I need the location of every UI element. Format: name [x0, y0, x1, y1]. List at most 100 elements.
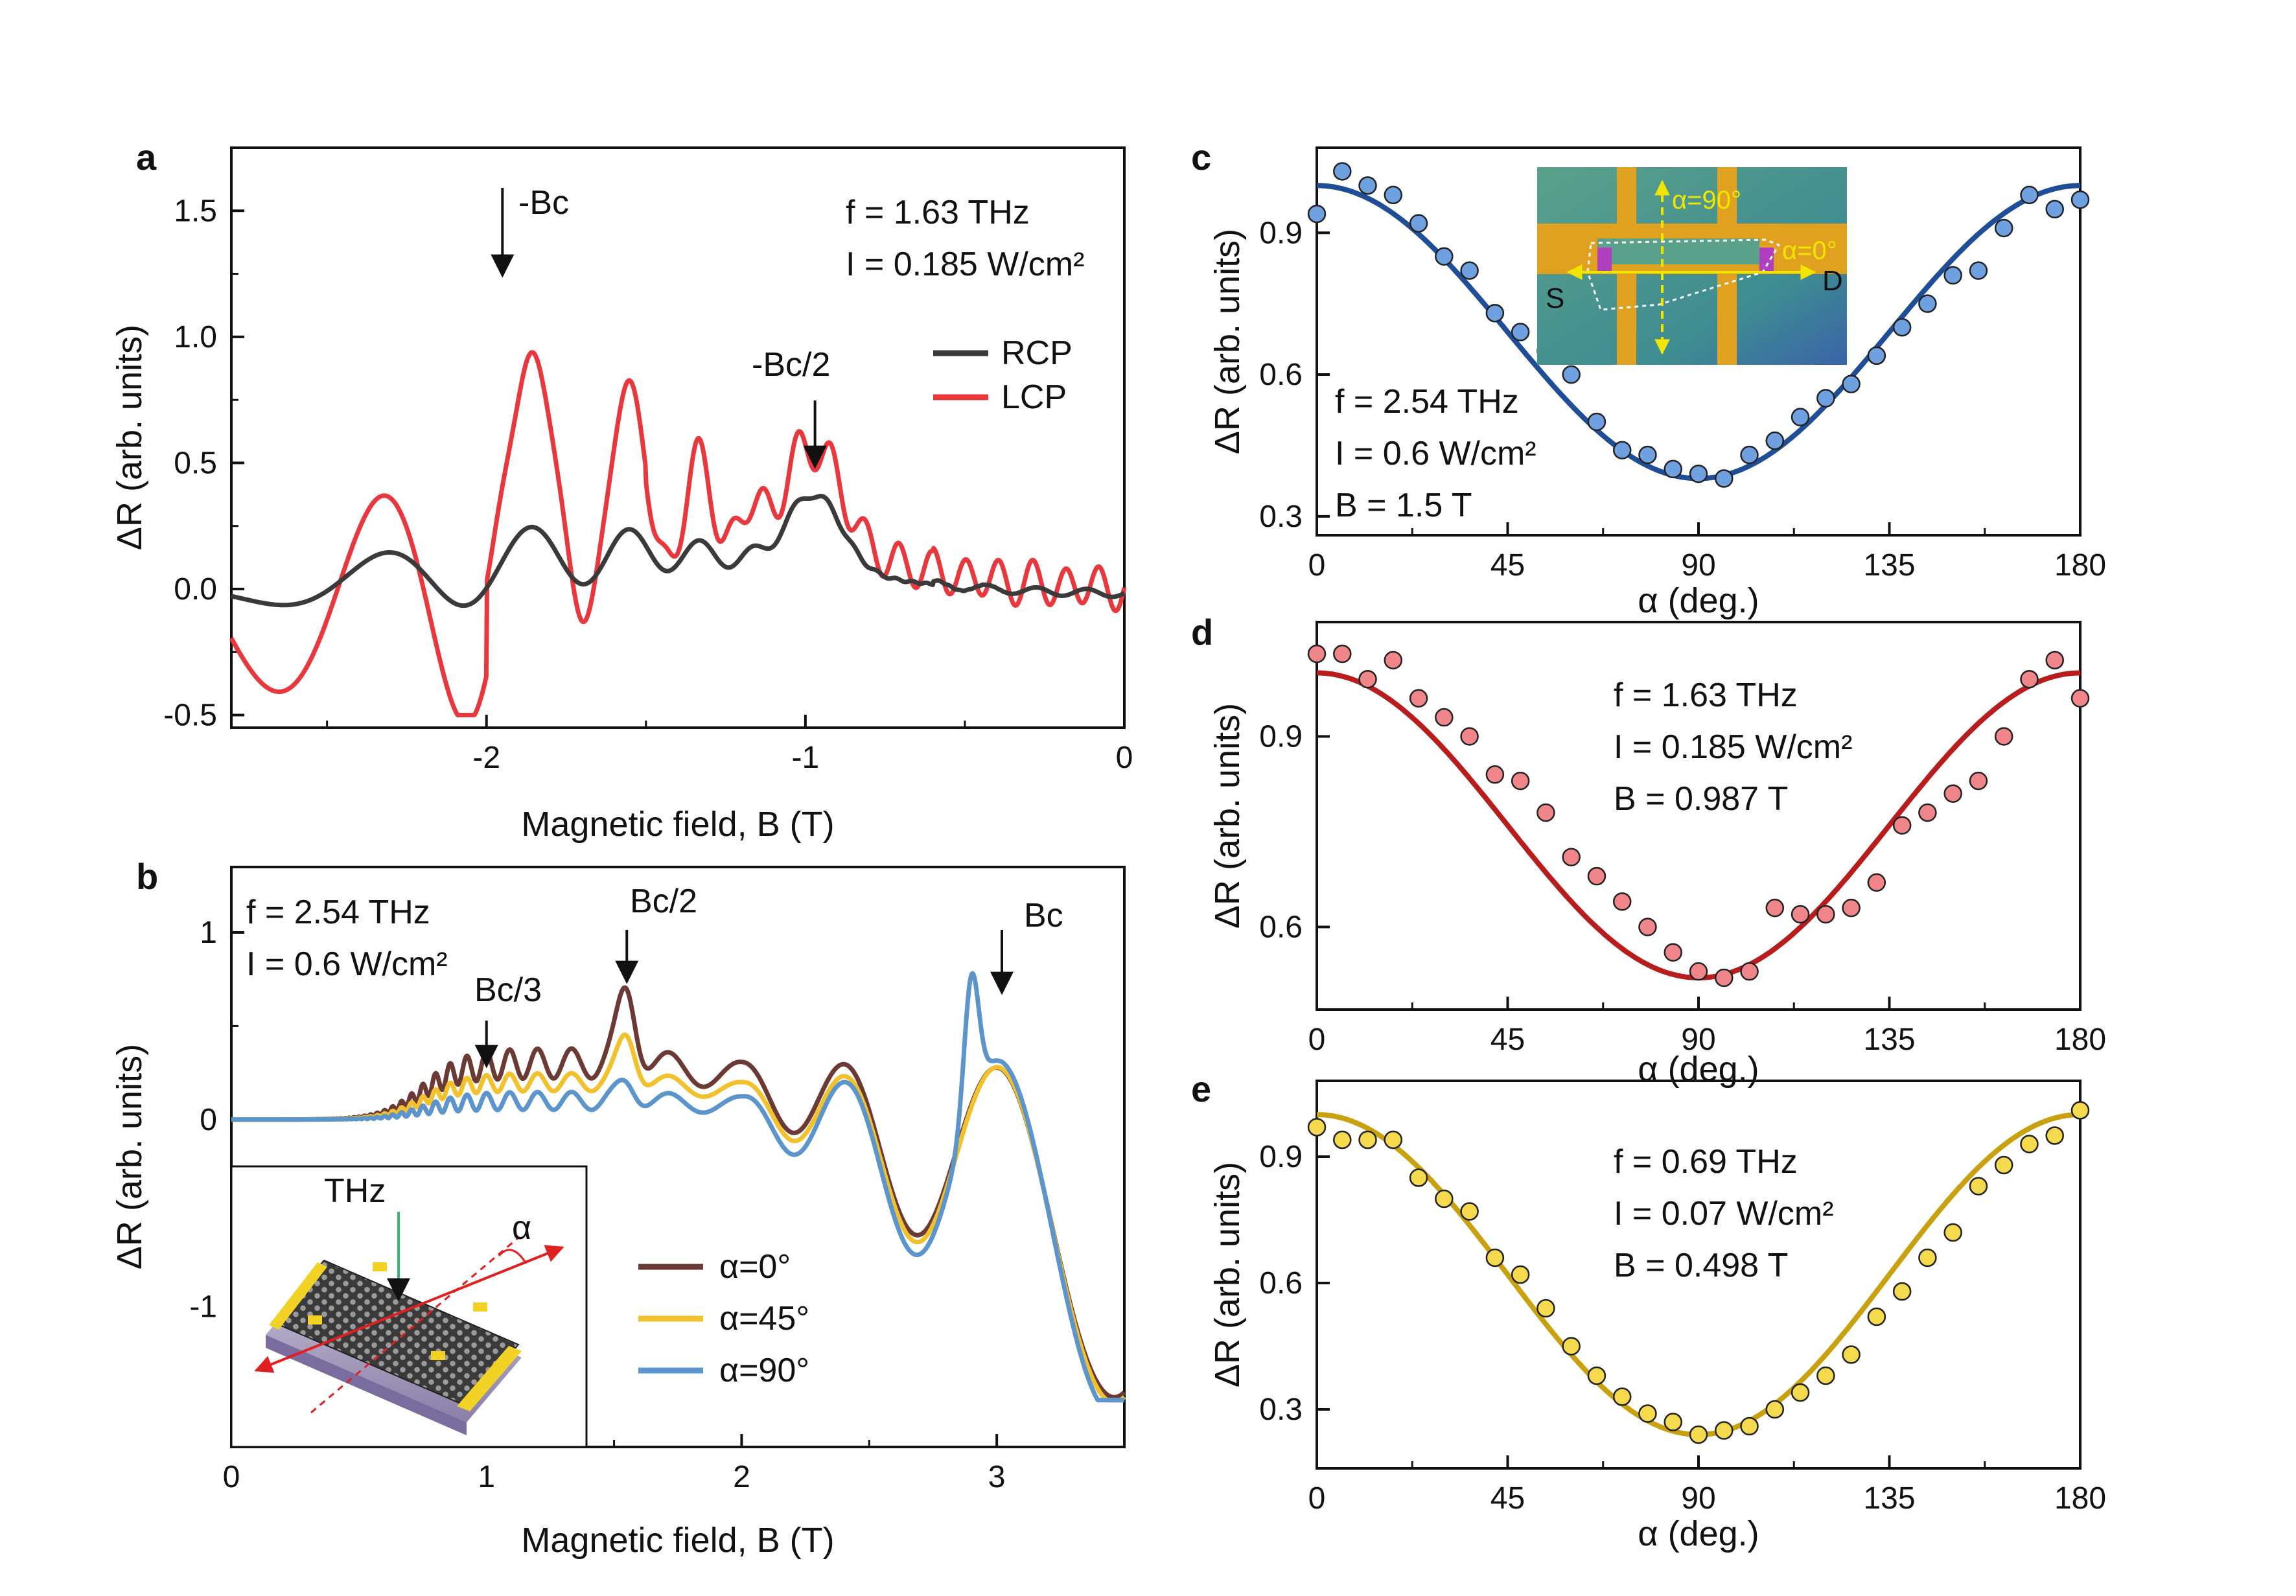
annotation-bc-b: Bc [1024, 897, 1063, 934]
x-axis-label-e: α (deg.) [1638, 1514, 1759, 1553]
data-point-e [1562, 1337, 1581, 1356]
data-point-d [1918, 803, 1937, 822]
data-point-c [1715, 469, 1734, 488]
data-point-e [1969, 1177, 1988, 1196]
x-tick-label: 1 [478, 1460, 495, 1494]
micrograph-lead [1617, 269, 1636, 365]
x-tick-label: 135 [1863, 1023, 1915, 1057]
data-point-e [1638, 1404, 1657, 1423]
data-point-d [1969, 771, 1988, 791]
x-tick-label: -1 [792, 741, 820, 775]
series-line-rcp [229, 494, 1126, 608]
data-point-c [1460, 261, 1479, 280]
y-axis-label-d: ΔR (arb. units) [1208, 703, 1247, 929]
annotation-intensity-d: I = 0.185 W/cm² [1614, 728, 1852, 766]
contact-pad [431, 1351, 445, 1360]
x-tick-label: 45 [1490, 548, 1525, 583]
y-tick-label: -0.5 [163, 699, 217, 733]
data-point-d [2020, 669, 2039, 689]
x-tick-label: 90 [1681, 1023, 1715, 1057]
data-point-e [1307, 1118, 1327, 1137]
micrograph-lead [1617, 167, 1636, 229]
y-axis-label-b: ΔR (arb. units) [110, 1044, 149, 1269]
x-tick-label: 45 [1490, 1023, 1525, 1057]
x-tick-label: -2 [472, 741, 500, 775]
data-point-e [1664, 1413, 1682, 1431]
data-point-e [1715, 1421, 1734, 1440]
data-point-d [1384, 651, 1403, 670]
data-point-e [1689, 1425, 1708, 1444]
polarization-arrow [254, 1245, 564, 1373]
panel-a: a -2 -1 0 -0.5 0.0 0.5 1.0 1.5 Magnetic field, … [110, 137, 1133, 844]
series-line-alpha90 [229, 971, 1126, 1403]
data-point-d [1943, 784, 1962, 803]
data-point-e [1460, 1202, 1479, 1221]
inset-label-thz: THz [324, 1172, 386, 1210]
data-point-d [2045, 651, 2064, 670]
polarization-dashed-line [310, 1236, 519, 1414]
y-axis-label-e: ΔR (arb. units) [1208, 1162, 1247, 1387]
data-point-c [1918, 294, 1937, 313]
y-axis-label-a: ΔR (arb. units) [110, 325, 149, 550]
legend-label-alpha90: α=90° [719, 1352, 809, 1389]
device-inset: α THz [230, 1165, 588, 1448]
y-tick-label: 0 [200, 1103, 217, 1137]
inset-label-alpha0: α=0° [1782, 237, 1837, 265]
data-point-c [1994, 218, 2013, 238]
data-point-d [1435, 708, 1454, 727]
data-point-e [2070, 1101, 2090, 1120]
data-point-d [1842, 898, 1861, 918]
series-d [1307, 644, 2090, 988]
data-point-e [1791, 1383, 1810, 1402]
data-point-d [1816, 905, 1835, 924]
micrograph-lead [1717, 167, 1737, 229]
x-tick-label: 135 [1863, 1481, 1915, 1516]
axis-ticks-e: 0 45 90 135 180 0.3 0.6 0.9 [1259, 1140, 2106, 1516]
data-point-d [1689, 962, 1708, 981]
data-point-e [1918, 1248, 1937, 1267]
inset-label-alpha: α [512, 1209, 531, 1247]
x-axis-label-c: α (deg.) [1638, 581, 1759, 620]
y-tick-label: 0.9 [1259, 216, 1303, 250]
data-point-e [1511, 1265, 1530, 1284]
y-tick-label: 0.6 [1259, 1266, 1303, 1301]
data-point-d [1664, 943, 1682, 962]
data-point-c [1943, 266, 1962, 285]
axis-ticks-d: 0 45 90 135 180 0.6 0.9 [1259, 719, 2106, 1057]
data-point-c [1485, 303, 1505, 323]
data-point-d [1715, 968, 1734, 988]
data-point-d [1587, 866, 1606, 886]
axis-ticks-a: -2 -1 0 -0.5 0.0 0.5 1.0 1.5 [163, 194, 1133, 775]
data-point-e [1943, 1223, 1962, 1242]
data-point-d [1460, 727, 1479, 746]
y-tick-label: 0.5 [174, 446, 217, 480]
data-point-c [1892, 318, 1912, 337]
y-tick-label: 1 [200, 916, 217, 950]
data-point-d [1740, 962, 1759, 981]
data-point-d [1612, 892, 1632, 911]
data-point-e [1333, 1130, 1352, 1150]
data-point-c [1333, 162, 1352, 181]
annotation-freq-a: f = 1.63 THz [846, 194, 1030, 231]
legend-label-rcp: RCP [1001, 334, 1073, 372]
panel-label-d: d [1191, 612, 1213, 653]
fit-curve-d [1316, 670, 2081, 981]
data-point-c [1842, 375, 1861, 393]
data-point-e [1842, 1345, 1861, 1364]
data-point-c [2020, 185, 2039, 205]
plot-frame-b [230, 866, 1126, 1448]
data-point-e [1409, 1168, 1428, 1187]
data-point-c [1435, 247, 1454, 266]
data-point-e [1867, 1307, 1886, 1326]
annotation-intensity-e: I = 0.07 W/cm² [1614, 1195, 1834, 1232]
x-tick-label: 45 [1490, 1481, 1525, 1516]
data-point-e [1740, 1417, 1759, 1436]
data-point-e [1485, 1248, 1505, 1267]
data-point-c [1791, 408, 1810, 426]
data-point-e [1587, 1366, 1606, 1385]
data-point-d [1485, 765, 1505, 784]
data-point-e [1435, 1189, 1454, 1209]
y-axis-label-c: ΔR (arb. units) [1208, 229, 1247, 454]
x-tick-label: 3 [988, 1460, 1006, 1494]
panel-c: c 0 45 90 135 180 0.3 0.6 0.9 α (deg.) ΔR (arb.… [1191, 137, 2106, 620]
